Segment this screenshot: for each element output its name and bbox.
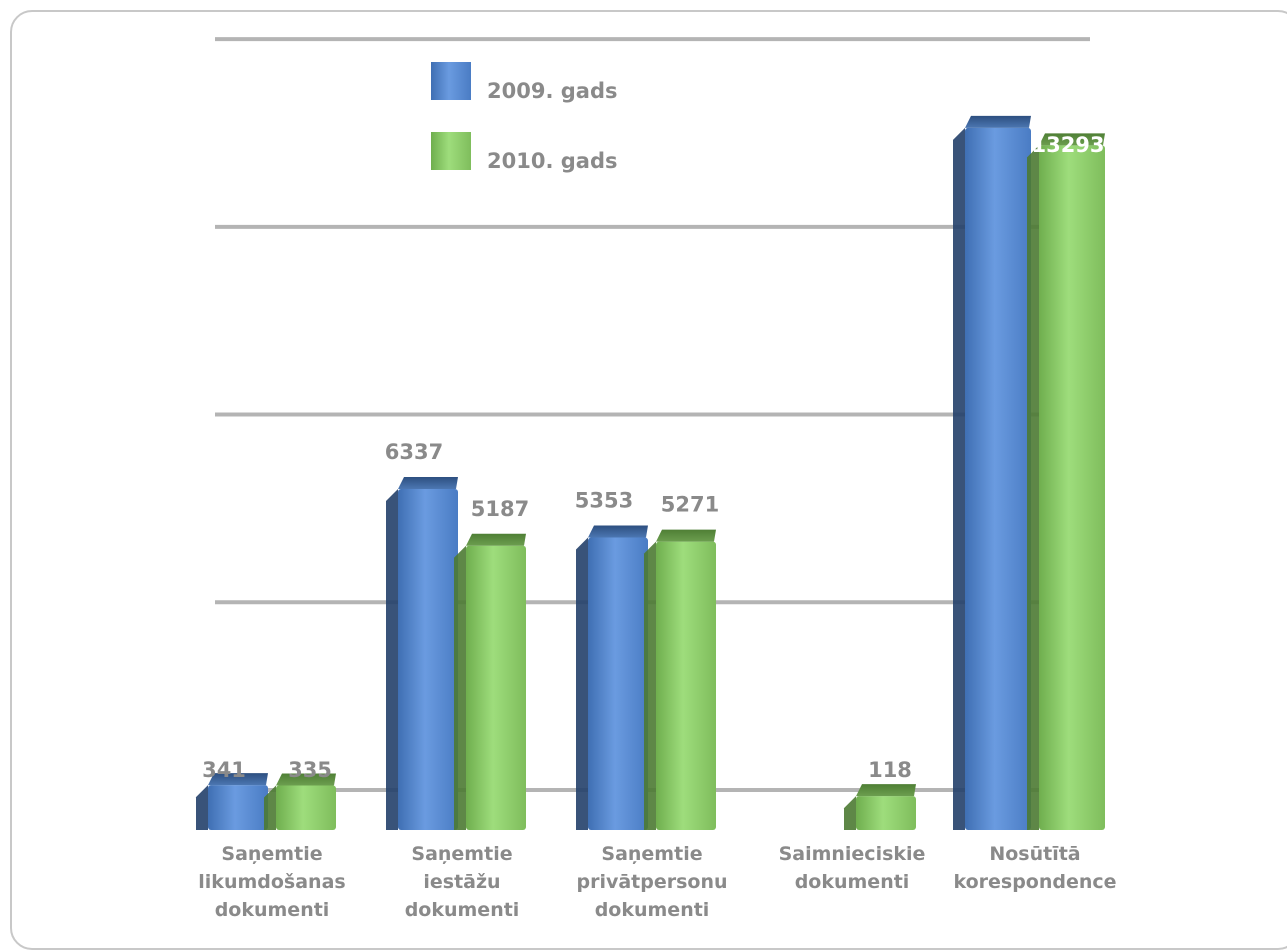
category-label: likumdošanas [198, 871, 345, 893]
bar-front [208, 785, 268, 830]
category-label: korespondence [953, 871, 1116, 893]
bar-front [466, 545, 526, 830]
bar-s2009-2 [576, 525, 648, 830]
category-label: iestāžu [423, 871, 500, 893]
category-label: dokumenti [215, 899, 330, 921]
bar-front [656, 541, 716, 830]
category-label: Nosūtītā [989, 843, 1080, 865]
bar-side [644, 541, 656, 830]
value-label: 5353 [575, 489, 633, 513]
value-label: 341 [202, 758, 246, 782]
bar-top [398, 476, 458, 489]
value-label: 13645 [955, 93, 1028, 117]
bar-top [208, 773, 268, 786]
bar-front [856, 796, 916, 830]
category-label: dokumenti [795, 871, 910, 893]
bar-top [856, 784, 916, 797]
value-label: 118 [868, 758, 912, 782]
value-label: 6337 [385, 440, 443, 464]
category-label: privātpersonu [576, 871, 727, 893]
category-label: Saņemtie [221, 843, 322, 865]
value-label: 5187 [471, 497, 529, 521]
category-label: Saņemtie [411, 843, 512, 865]
category-labels: Saņemtie likumdošanas dokumenti Saņemtie ies… [198, 843, 1116, 921]
legend-swatch-1 [431, 132, 471, 170]
bar-s2010-2 [644, 529, 716, 830]
value-label: 13293 [1031, 133, 1104, 157]
bar-front [588, 537, 648, 830]
value-label: 335 [288, 758, 332, 782]
bar-top [466, 533, 526, 546]
bar-front [1039, 145, 1105, 830]
bars [196, 115, 1105, 830]
value-label: 5271 [661, 493, 719, 517]
bar-s2009-0 [196, 773, 268, 830]
category-label: Saimnieciskie [779, 843, 926, 865]
bar-front [965, 127, 1031, 830]
bar-s2009-4 [953, 115, 1031, 830]
bar-top [276, 773, 336, 786]
bar-side [576, 537, 588, 830]
bar-front [398, 488, 458, 830]
bar-side [454, 545, 466, 830]
bar-side [1027, 145, 1039, 830]
bar-side [844, 796, 856, 830]
legend-label-0: 2009. gads [487, 79, 617, 103]
legend-swatch-0 [431, 62, 471, 100]
bar-s2010-3 [844, 784, 916, 830]
bar-side [953, 127, 965, 830]
bar-top [965, 115, 1031, 128]
bar-top [656, 529, 716, 542]
category-label: dokumenti [405, 899, 520, 921]
bar-s2010-4 [1027, 133, 1105, 830]
category-label: Saņemtie [601, 843, 702, 865]
bar-s2010-0 [264, 773, 336, 830]
bar-side [264, 785, 276, 830]
bar-side [386, 488, 398, 830]
bar-top [588, 525, 648, 538]
bar-side [196, 785, 208, 830]
legend-label-1: 2010. gads [487, 149, 617, 173]
legend: 2009. gads 2010. gads [431, 62, 617, 173]
bar-s2010-1 [454, 533, 526, 830]
bar-top [1039, 133, 1105, 146]
bar-front [276, 785, 336, 830]
bar-s2009-1 [386, 476, 458, 830]
category-label: dokumenti [595, 899, 710, 921]
